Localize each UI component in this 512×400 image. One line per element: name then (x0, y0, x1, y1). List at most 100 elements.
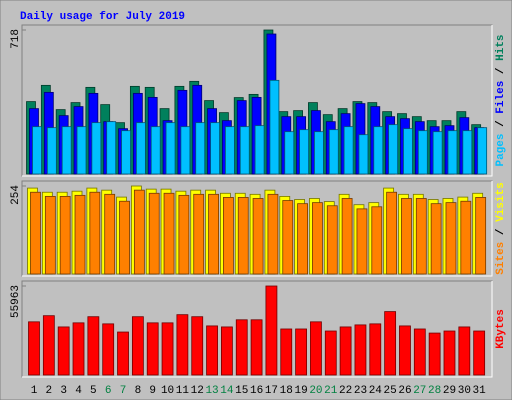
bar (74, 194, 86, 275)
legend-entry: Sites (495, 242, 507, 275)
x-tick-label: 28 (428, 385, 441, 397)
bar (354, 324, 367, 376)
x-tick-label: 17 (265, 385, 278, 397)
bar (328, 129, 339, 175)
bar (428, 332, 441, 376)
bar (44, 195, 56, 275)
bar (254, 125, 265, 175)
bar (341, 198, 353, 275)
bar (30, 191, 41, 275)
x-tick-label: 3 (60, 385, 67, 397)
x-tick-label: 21 (324, 385, 338, 397)
bar (282, 200, 294, 275)
bar (133, 189, 145, 275)
x-tick-label: 16 (250, 385, 263, 397)
x-tick-label: 26 (398, 385, 411, 397)
panel-highlight (22, 181, 493, 277)
bar (401, 198, 412, 275)
bar (148, 192, 160, 275)
x-tick-label: 24 (369, 385, 383, 397)
bar (430, 203, 442, 275)
bar (46, 127, 57, 175)
bar (399, 325, 411, 376)
legend-separator: / (495, 222, 507, 242)
x-tick-label: 25 (384, 385, 397, 397)
bar (176, 314, 189, 376)
x-tick-label: 6 (105, 385, 112, 397)
legend-entry: KBytes (495, 309, 507, 349)
x-tick-label: 18 (280, 385, 293, 397)
bar (326, 205, 338, 275)
bar (415, 198, 427, 275)
bar (208, 193, 219, 275)
bar (161, 322, 174, 376)
y-tick-label: 55963 (10, 285, 22, 318)
x-tick-label: 8 (135, 385, 142, 397)
bar (195, 122, 206, 175)
bar (42, 315, 55, 376)
x-tick-label: 27 (413, 385, 426, 397)
bar (265, 285, 278, 376)
legend: KBytes (495, 309, 507, 349)
x-tick-label: 9 (149, 385, 156, 397)
x-tick-label: 5 (90, 385, 97, 397)
x-tick-label: 14 (220, 385, 234, 397)
x-tick-label: 11 (176, 385, 190, 397)
bar (237, 197, 249, 275)
bar (193, 193, 205, 275)
bar (210, 122, 220, 175)
bar (445, 202, 457, 275)
bar (61, 126, 72, 175)
bar (239, 126, 250, 175)
bar (324, 330, 337, 376)
bar (284, 131, 295, 175)
bar (358, 134, 369, 175)
x-tick-label: 4 (75, 385, 82, 397)
bar (388, 124, 399, 175)
bar (180, 126, 191, 175)
bar (119, 200, 130, 275)
x-tick-label: 20 (309, 385, 322, 397)
bar (297, 203, 308, 275)
bar (443, 330, 456, 376)
bar (295, 328, 307, 376)
bar (250, 319, 263, 376)
legend-entry: Visits (495, 182, 507, 222)
bar (458, 326, 471, 376)
x-tick-label: 22 (339, 385, 352, 397)
x-tick-label: 13 (205, 385, 218, 397)
legend-entry: Hits (495, 34, 507, 60)
bar (460, 200, 472, 275)
y-tick-label: 254 (10, 185, 22, 205)
bar (102, 323, 115, 376)
bar (72, 322, 85, 376)
x-tick-label: 30 (458, 385, 471, 397)
bar (314, 131, 324, 175)
bar (32, 126, 42, 175)
bar (267, 193, 279, 275)
panel-highlight (22, 25, 493, 177)
bar (356, 208, 368, 275)
bar (371, 206, 383, 275)
bar (339, 326, 352, 376)
panel-highlight (22, 281, 493, 378)
bar (163, 192, 175, 275)
x-tick-label: 15 (235, 385, 248, 397)
x-tick-label: 12 (191, 385, 204, 397)
bar (165, 122, 176, 175)
bar (310, 321, 322, 376)
bar (59, 195, 71, 275)
x-tick-label: 7 (120, 385, 127, 397)
bar (235, 319, 248, 376)
bar (87, 316, 100, 376)
legend-separator: / (495, 114, 507, 134)
bar (343, 126, 354, 175)
bar (191, 316, 204, 376)
legend: Sites / Visits (495, 182, 507, 274)
bar (221, 326, 233, 376)
bar (150, 126, 161, 175)
bar (131, 316, 144, 376)
bar (269, 79, 280, 175)
bar (117, 331, 129, 376)
